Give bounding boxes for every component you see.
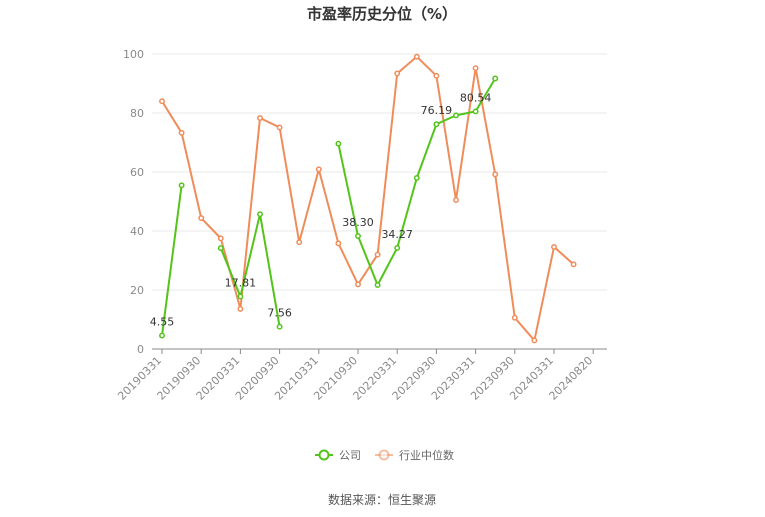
data-point [453, 112, 459, 119]
data-point [511, 314, 518, 321]
data-point [276, 323, 283, 330]
data-label: 17.81 [225, 276, 257, 289]
data-point [453, 197, 459, 203]
y-tick-label: 20 [130, 284, 144, 297]
data-point [472, 65, 479, 72]
data-point [178, 182, 185, 189]
data-point [276, 124, 283, 131]
data-label: 34.27 [381, 228, 413, 241]
data-point [159, 332, 165, 339]
legend-item-industry-median[interactable]: 行业中位数 [375, 448, 454, 462]
data-point [413, 53, 420, 60]
data-point [374, 251, 381, 258]
grid [152, 53, 607, 291]
data-point [374, 282, 381, 288]
data-point [257, 211, 263, 218]
data-point [394, 70, 401, 77]
data-label: 76.19 [421, 104, 453, 117]
y-tick-label: 60 [130, 166, 144, 179]
data-point [178, 129, 185, 136]
data-point [570, 261, 577, 268]
y-tick-label: 40 [130, 225, 144, 238]
data-point [335, 240, 342, 247]
data-point [394, 244, 401, 251]
data-labels: 4.55 17.81 7.56 38.30 34.27 76.19 80.54 [150, 91, 492, 328]
data-point [335, 140, 342, 147]
data-label: 80.54 [460, 91, 492, 104]
data-point [159, 98, 165, 105]
series-line [161, 185, 183, 336]
legend-label: 行业中位数 [399, 448, 454, 462]
legend-item-company[interactable]: 公司 [315, 449, 361, 462]
data-point [531, 337, 538, 344]
data-label: 7.56 [267, 307, 292, 320]
data-point [433, 72, 440, 79]
series-company [159, 75, 499, 339]
y-tick-label: 80 [130, 107, 144, 120]
data-point [296, 239, 303, 246]
y-tick-label: 0 [137, 343, 144, 356]
series-line [337, 77, 497, 286]
data-point [433, 121, 440, 128]
data-point [315, 166, 322, 173]
data-label: 38.30 [342, 216, 374, 229]
data-point [355, 281, 361, 288]
series-industry-median [159, 53, 577, 344]
data-point [492, 171, 499, 178]
data-point [237, 305, 244, 312]
data-point [217, 245, 224, 252]
series-layer [159, 53, 577, 344]
series-line [219, 213, 281, 327]
series-line [161, 55, 575, 342]
chart-title: 市盈率历史分位（%） [307, 5, 457, 23]
data-point [551, 243, 557, 250]
data-point [198, 215, 205, 221]
y-tick-label: 100 [123, 48, 144, 61]
data-point [492, 75, 499, 82]
legend-swatch-marker [378, 449, 390, 461]
data-point [257, 115, 263, 121]
data-point [472, 108, 479, 115]
source-note: 数据来源：恒生聚源 [328, 492, 436, 507]
data-point [413, 174, 420, 181]
legend[interactable]: 公司 行业中位数 [315, 448, 454, 462]
data-point [355, 233, 361, 239]
data-point [237, 293, 244, 300]
legend-swatch-marker [318, 449, 330, 461]
data-point [217, 235, 224, 242]
legend-label: 公司 [339, 449, 361, 462]
data-label: 4.55 [150, 316, 175, 329]
